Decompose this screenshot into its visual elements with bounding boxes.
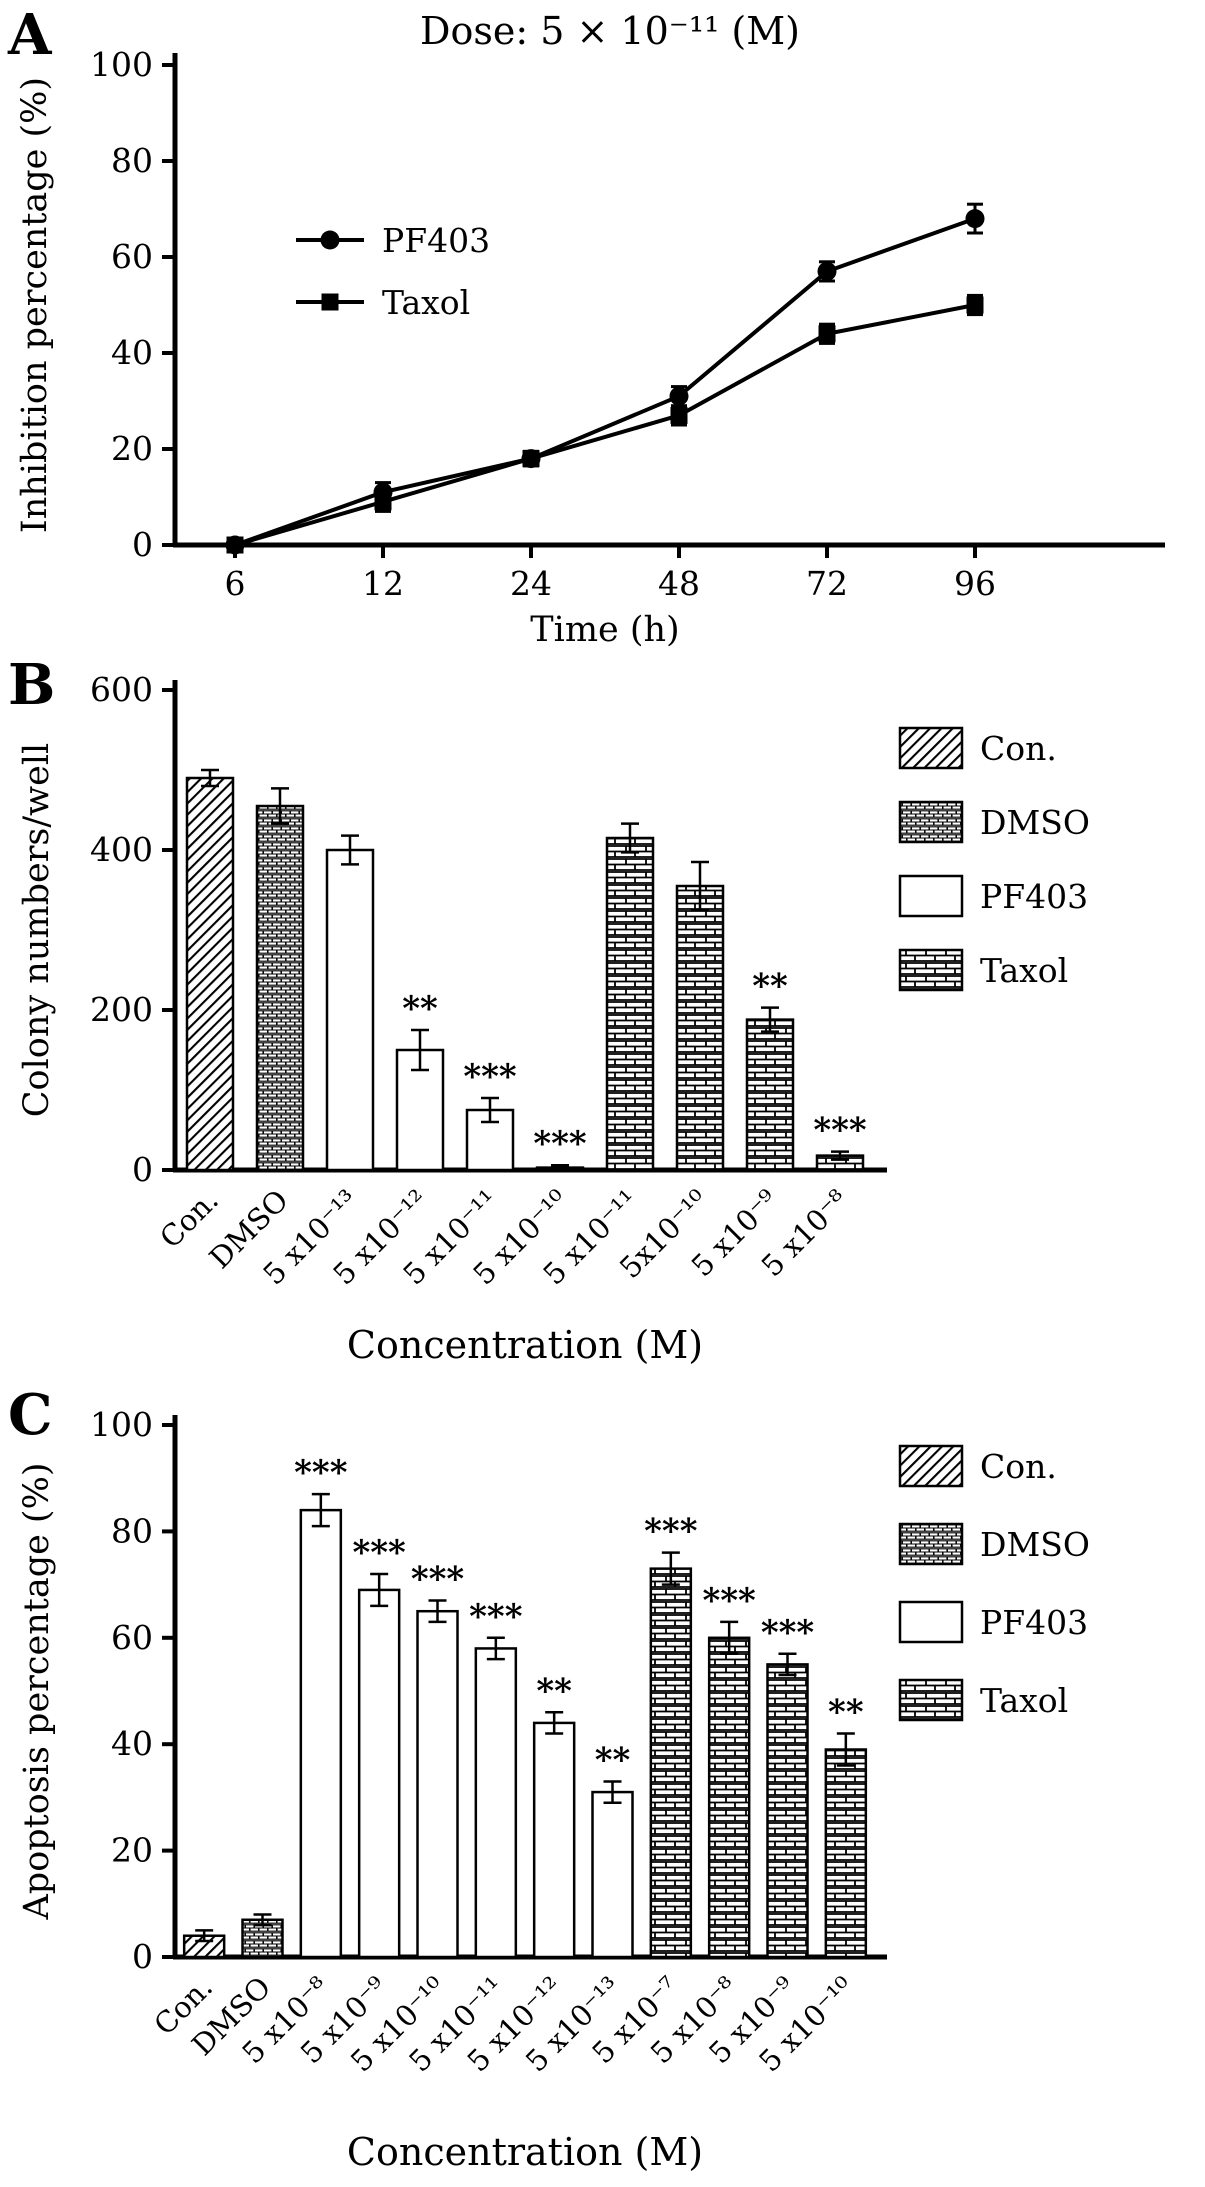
svg-text:DMSO: DMSO: [980, 803, 1090, 842]
svg-text:0: 0: [132, 525, 153, 564]
svg-text:80: 80: [111, 141, 153, 180]
svg-text:20: 20: [111, 429, 153, 468]
svg-text:***: ***: [411, 1560, 465, 1600]
svg-text:400: 400: [90, 830, 153, 869]
inhibition-line-chart: 0 20 40 60 80 100 6 12 24 48 72 96 Dose: 5 × 10⁻¹¹ (…: [15, 9, 1165, 650]
svg-text:60: 60: [111, 1618, 153, 1657]
svg-text:***: ***: [813, 1111, 867, 1151]
apoptosis-bar-chart: 0 20 40 60 80 100 Apoptosis percentage (%) Con.…: [17, 1405, 1090, 2174]
svg-text:PF403: PF403: [980, 1603, 1088, 1642]
svg-text:**: **: [402, 989, 438, 1029]
svg-text:**: **: [828, 1693, 864, 1733]
svg-text:***: ***: [352, 1533, 406, 1573]
svg-text:0: 0: [132, 1150, 153, 1189]
panel-a: A 0 20 40 60 80 100 6 12 24 48 72 96 Dose: 5 × 10⁻¹¹…: [0, 0, 1205, 650]
svg-text:100: 100: [90, 45, 153, 84]
svg-text:200: 200: [90, 990, 153, 1029]
panel-a-letter: A: [8, 2, 52, 68]
svg-text:**: **: [752, 967, 788, 1007]
svg-text:24: 24: [510, 564, 552, 603]
svg-text:**: **: [595, 1740, 631, 1780]
svg-text:Con.: Con.: [980, 1447, 1057, 1486]
panel-c: C 0 20 40 60 80 100 Apoptosis percentage (%) Co…: [0, 1380, 1205, 2187]
svg-text:72: 72: [806, 564, 848, 603]
svg-text:Dose: 5 × 10⁻¹¹ (M): Dose: 5 × 10⁻¹¹ (M): [420, 9, 800, 53]
svg-text:40: 40: [111, 1724, 153, 1763]
svg-text:40: 40: [111, 333, 153, 372]
svg-text:PF403: PF403: [382, 221, 490, 260]
svg-text:Inhibition percentage (%): Inhibition percentage (%): [15, 77, 55, 533]
svg-text:PF403: PF403: [980, 877, 1088, 916]
svg-text:100: 100: [90, 1405, 153, 1444]
panel-b: B 0 200 400 600 Colony numbers/well Con. DMSO 5…: [0, 650, 1205, 1380]
panel-b-letter: B: [8, 652, 56, 718]
svg-text:Taxol: Taxol: [980, 951, 1068, 990]
svg-text:***: ***: [294, 1453, 348, 1493]
panel-c-letter: C: [8, 1382, 53, 1448]
svg-text:60: 60: [111, 237, 153, 276]
svg-text:***: ***: [463, 1057, 517, 1097]
svg-text:0: 0: [132, 1937, 153, 1976]
svg-text:48: 48: [658, 564, 700, 603]
svg-text:***: ***: [702, 1581, 756, 1621]
svg-text:DMSO: DMSO: [980, 1525, 1090, 1564]
svg-text:Concentration (M): Concentration (M): [347, 1323, 703, 1367]
svg-text:Taxol: Taxol: [980, 1681, 1068, 1720]
svg-text:96: 96: [954, 564, 996, 603]
svg-text:***: ***: [761, 1613, 815, 1653]
svg-text:Colony numbers/well: Colony numbers/well: [17, 743, 57, 1118]
svg-text:**: **: [536, 1671, 572, 1711]
svg-text:Time (h): Time (h): [530, 610, 679, 650]
svg-text:600: 600: [90, 670, 153, 709]
svg-text:***: ***: [644, 1512, 698, 1552]
svg-text:***: ***: [533, 1124, 587, 1164]
svg-text:Con.: Con.: [980, 729, 1057, 768]
svg-text:Apoptosis percentage (%): Apoptosis percentage (%): [17, 1463, 57, 1921]
svg-text:80: 80: [111, 1511, 153, 1550]
svg-text:12: 12: [362, 564, 404, 603]
svg-text:20: 20: [111, 1831, 153, 1870]
svg-text:***: ***: [469, 1597, 523, 1637]
svg-text:Taxol: Taxol: [382, 283, 470, 322]
svg-text:Concentration (M): Concentration (M): [347, 2130, 703, 2174]
svg-text:6: 6: [225, 564, 246, 603]
